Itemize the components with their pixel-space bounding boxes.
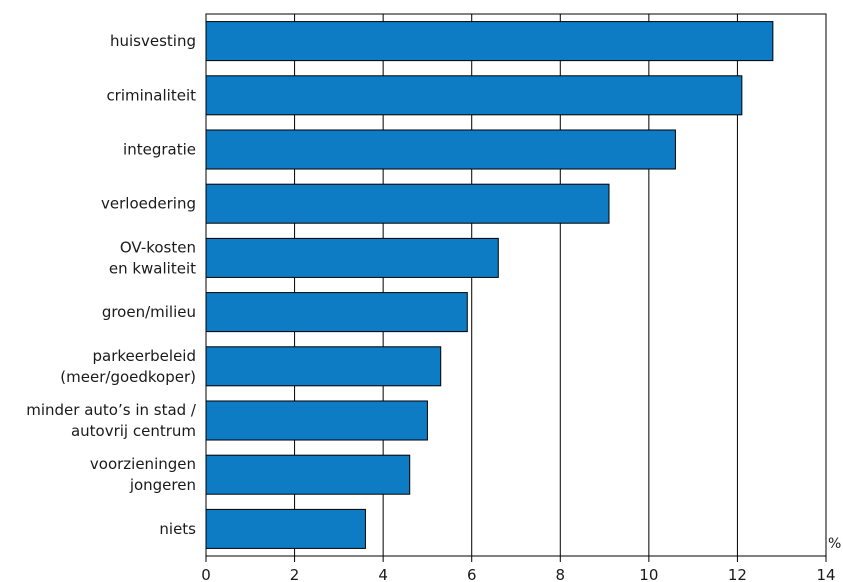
bar — [205, 21, 774, 62]
x-tick-label: 4 — [378, 566, 388, 582]
bars — [205, 21, 774, 549]
bar — [205, 454, 411, 495]
category-label: minder auto’s in stad / autovrij centrum — [26, 401, 197, 440]
x-tick-label: 10 — [639, 566, 658, 582]
category-label: verloedering — [101, 195, 196, 213]
bar — [205, 508, 366, 549]
x-tick-label: 12 — [728, 566, 747, 582]
bar — [205, 237, 499, 278]
bar — [205, 400, 428, 441]
x-tick-label: 8 — [556, 566, 566, 582]
x-tick-label: 6 — [467, 566, 477, 582]
category-label: OV-kosten en kwaliteit — [109, 238, 196, 277]
category-label: integratie — [123, 141, 196, 159]
x-tick-label: 2 — [290, 566, 300, 582]
plot-frame — [205, 13, 827, 557]
category-label: voorzieningen jongeren — [90, 455, 196, 494]
x-tick-label: 0 — [201, 566, 211, 582]
category-label: groen/milieu — [102, 303, 196, 321]
category-label: huisvesting — [110, 32, 196, 50]
bar — [205, 346, 442, 387]
category-labels: huisvesting criminaliteit integratie verloe… — [26, 32, 197, 538]
category-label: parkeerbeleid (meer/goedkoper) — [60, 347, 196, 386]
x-axis-unit-label: % — [828, 536, 841, 552]
bar — [205, 292, 468, 333]
category-label: niets — [159, 520, 196, 538]
x-tick-label: 14 — [816, 566, 835, 582]
bar — [205, 129, 676, 170]
category-label: criminaliteit — [106, 86, 196, 104]
bar — [205, 183, 610, 224]
bar — [205, 75, 743, 116]
x-axis-ticks: 0 2 4 6 8 10 12 14 — [201, 556, 836, 582]
